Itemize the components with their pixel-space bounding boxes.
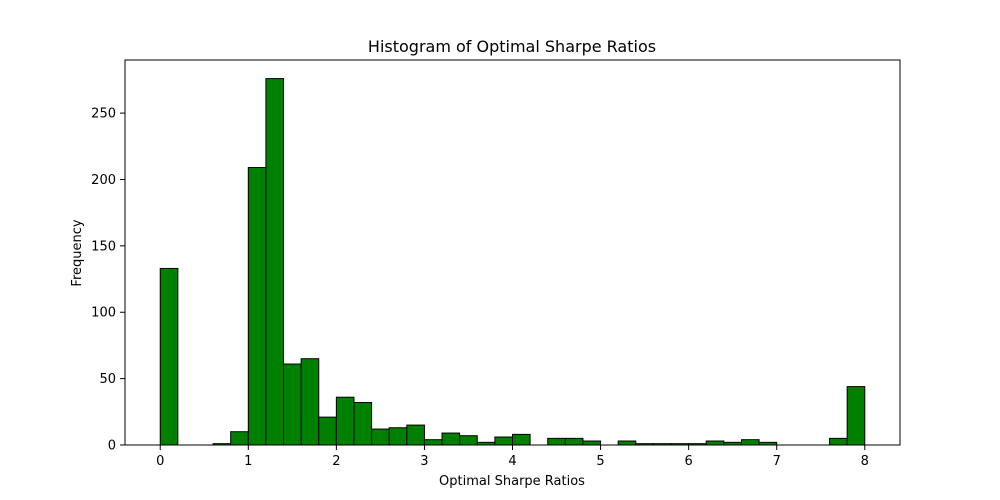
x-tick-label: 6 [684,454,692,469]
histogram-bar [335,396,355,446]
y-tick-label: 200 [91,173,116,188]
histogram-bar [740,439,760,446]
histogram-bar [318,416,337,446]
histogram-bar [406,424,425,446]
histogram-bar [494,436,513,446]
y-axis-label: Frequency [70,219,85,286]
x-tick-label: 0 [156,454,164,469]
histogram-bar [423,439,443,446]
y-tick-label: 250 [91,107,116,122]
histogram-bar [705,440,725,446]
y-tick-label: 150 [91,239,116,254]
histogram-bar [159,267,179,446]
histogram-bar [388,427,408,446]
histogram-bar [846,386,866,446]
histogram-bar [564,437,584,446]
x-tick-label: 7 [773,454,781,469]
bars-group [159,78,866,446]
chart-title: Histogram of Optimal Sharpe Ratios [368,37,656,56]
x-tick-label: 4 [508,454,516,469]
histogram-bar [459,435,478,446]
x-tick-label: 5 [596,454,604,469]
x-tick-label: 1 [244,454,252,469]
x-tick-label: 2 [332,454,340,469]
histogram-bar [582,440,602,446]
histogram-bar [230,431,249,446]
y-tick-label: 0 [108,439,116,454]
x-axis-ticks: 0 1 2 3 4 5 6 7 8 [156,445,869,469]
x-tick-label: 3 [420,454,428,469]
y-axis-ticks: 0 50 100 150 200 250 [91,107,125,454]
plot-frame [124,59,901,446]
histogram-bar [247,167,267,446]
x-tick-label: 8 [861,454,869,469]
histogram-bar [283,363,302,446]
histogram-bar [512,433,531,446]
histogram-bar [829,437,848,446]
x-axis-label: Optimal Sharpe Ratios [439,474,585,489]
histogram-bar [617,440,637,446]
y-tick-label: 50 [99,372,116,387]
histogram-bar [300,358,320,446]
histogram-bar [441,432,461,446]
histogram-bar [547,437,566,446]
histogram-bar [353,402,373,446]
histogram-bar [371,428,390,446]
y-tick-label: 100 [91,306,116,321]
histogram-bar [265,78,285,446]
